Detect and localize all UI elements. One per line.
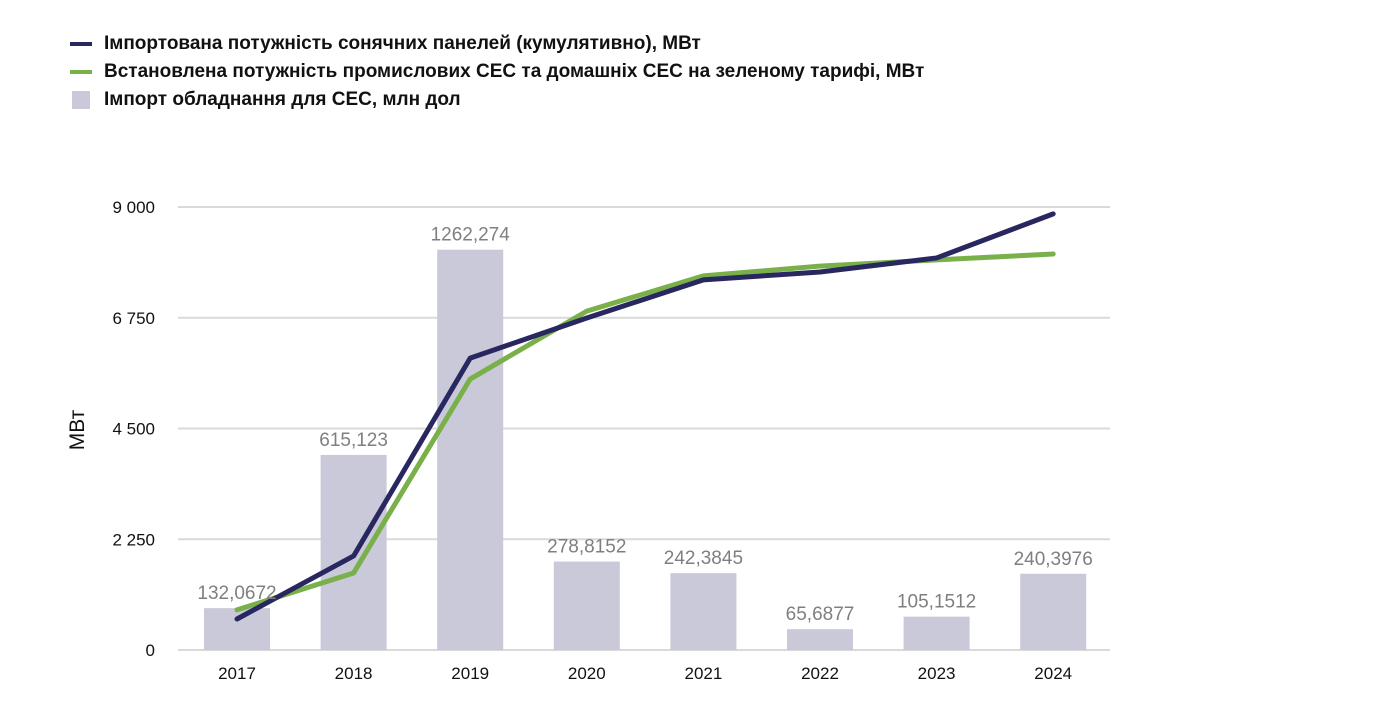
bar (1020, 573, 1087, 650)
legend-label: Імпортована потужність сонячних панелей … (104, 33, 701, 54)
y-axis-label: МВт (66, 409, 89, 450)
x-tick-label: 2022 (801, 664, 839, 683)
legend: Імпортована потужність сонячних панелей … (70, 30, 924, 114)
bar-data-label: 240,3976 (1014, 549, 1093, 570)
legend-swatch (70, 42, 92, 46)
y-tick-label: 2 250 (112, 530, 155, 549)
imported-line (234, 211, 1056, 622)
legend-item-imported: Імпортована потужність сонячних панелей … (70, 30, 924, 58)
bar (553, 561, 620, 650)
bar-data-label: 242,3845 (664, 548, 743, 569)
legend-item-import-equipment: Імпорт обладнання для СЕС, млн дол (70, 86, 924, 114)
legend-item-installed: Встановлена потужність промислових СЕС т… (70, 58, 924, 86)
y-tick-label: 9 000 (112, 198, 155, 217)
y-tick-label: 0 (146, 641, 155, 660)
x-tick-label: 2023 (918, 664, 956, 683)
x-tick-label: 2019 (451, 664, 489, 683)
bar-data-label: 615,123 (319, 430, 388, 451)
bar-data-label: 105,1512 (897, 592, 976, 613)
bar (204, 608, 270, 650)
legend-swatch (70, 70, 92, 74)
x-tick-label: 2020 (568, 664, 606, 683)
bar (437, 249, 504, 650)
bar (903, 616, 970, 650)
bar (670, 573, 737, 650)
y-tick-label: 4 500 (112, 420, 155, 439)
bar-data-label: 65,6877 (786, 604, 855, 625)
legend-swatch (72, 91, 90, 109)
bar-data-label: 278,8152 (547, 537, 626, 558)
bar-data-label: 132,0672 (197, 583, 276, 604)
bar-data-label: 1262,274 (431, 225, 511, 246)
legend-label: Імпорт обладнання для СЕС, млн дол (104, 89, 461, 110)
x-tick-label: 2017 (218, 664, 256, 683)
bar (787, 629, 853, 650)
x-tick-label: 2024 (1034, 664, 1072, 683)
y-tick-label: 6 750 (112, 309, 155, 328)
x-tick-label: 2018 (335, 664, 373, 683)
x-tick-label: 2021 (684, 664, 722, 683)
legend-label: Встановлена потужність промислових СЕС т… (104, 61, 925, 82)
